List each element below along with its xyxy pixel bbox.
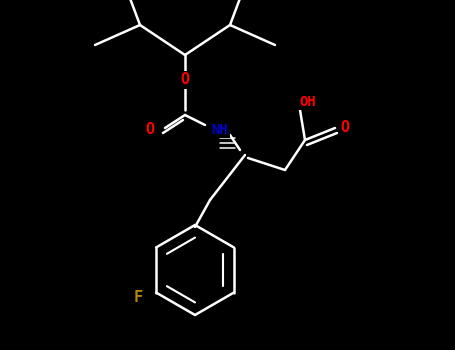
Text: O: O: [340, 120, 349, 135]
Text: F: F: [133, 290, 142, 305]
Text: O: O: [181, 72, 190, 88]
Text: NH: NH: [212, 123, 228, 137]
Text: OH: OH: [300, 95, 316, 109]
Text: O: O: [146, 122, 155, 138]
